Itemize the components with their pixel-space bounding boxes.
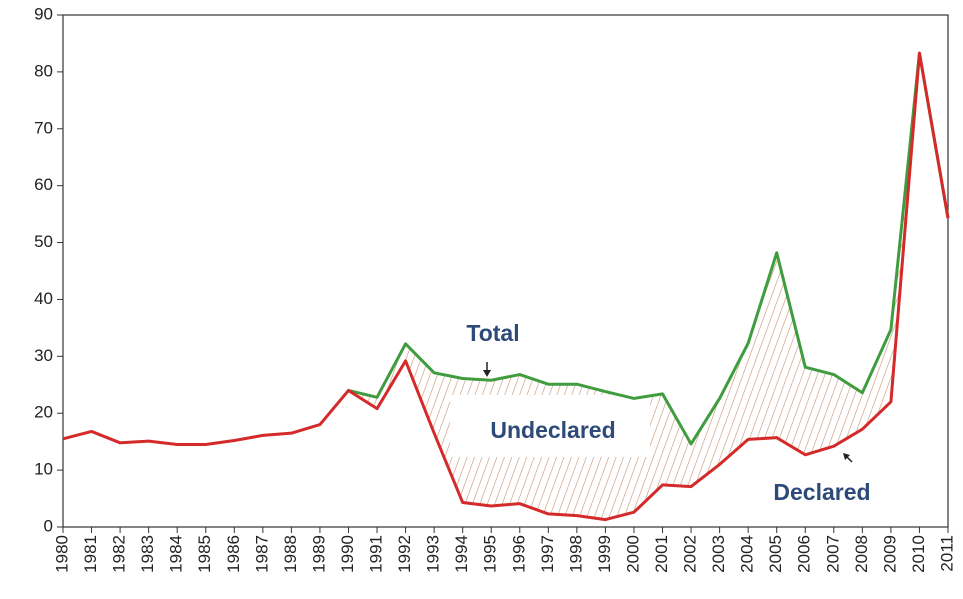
x-tick-label: 2009 [880,535,899,573]
y-tick-label: 40 [34,289,53,308]
y-tick-label: 60 [34,175,53,194]
x-tick-label: 2000 [623,535,642,573]
arrow-head [843,453,850,460]
x-tick-label: 1987 [252,535,271,573]
x-tick-label: 1980 [52,535,71,573]
y-tick-label: 10 [34,460,53,479]
x-tick-label: 2004 [738,535,757,573]
x-tick-label: 2005 [766,535,785,573]
x-tick-label: 1992 [395,535,414,573]
x-tick-label: 2002 [681,535,700,573]
x-tick-label: 2001 [652,535,671,573]
annotation-box [450,395,650,457]
x-tick-label: 1981 [81,535,100,573]
y-tick-label: 90 [34,4,53,23]
x-tick-label: 1990 [338,535,357,573]
x-tick-label: 1991 [367,535,386,573]
y-tick-label: 80 [34,61,53,80]
x-tick-label: 2008 [852,535,871,573]
x-tick-label: 2007 [823,535,842,573]
x-tick-label: 2010 [909,535,928,573]
x-tick-label: 1998 [566,535,585,573]
series-label: Total [466,320,519,346]
x-tick-label: 1988 [281,535,300,573]
plot-frame [62,14,949,528]
annotation: Undeclared [490,417,615,443]
x-tick-label: 1995 [481,535,500,573]
x-tick-label: 1994 [452,535,471,573]
x-tick-label: 2006 [795,535,814,573]
x-tick-label: 2003 [709,535,728,573]
x-tick-label: 1985 [195,535,214,573]
y-tick-label: 0 [44,516,53,535]
x-tick-label: 1984 [167,535,186,573]
x-tick-label: 1997 [538,535,557,573]
y-tick-label: 70 [34,118,53,137]
x-tick-label: 1982 [110,535,129,573]
x-tick-label: 1989 [309,535,328,573]
series-line [348,51,950,446]
x-tick-label: 1993 [424,535,443,573]
arrow-head [483,370,491,377]
x-tick-label: 1986 [224,535,243,573]
x-tick-label: 1999 [595,535,614,573]
series-label: Declared [773,479,870,505]
y-tick-label: 50 [34,232,53,251]
x-tick-label: 1983 [138,535,157,573]
y-tick-label: 30 [34,346,53,365]
series-line [62,51,950,522]
y-tick-label: 20 [34,403,53,422]
x-tick-label: 1996 [509,535,528,573]
x-tick-label: 2011 [937,535,956,572]
